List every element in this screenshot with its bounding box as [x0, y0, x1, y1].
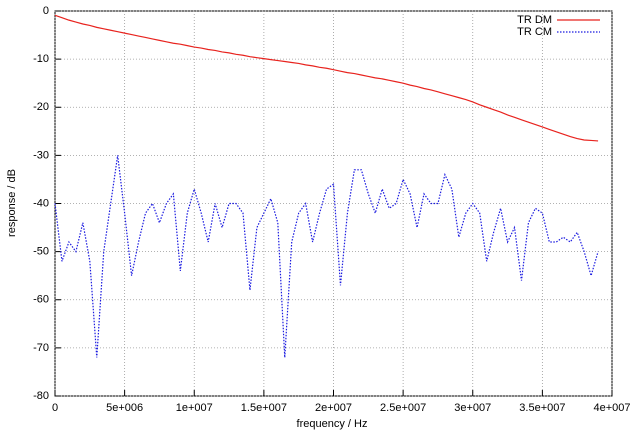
y-tick-label: -40 [33, 197, 49, 209]
x-tick-label: 5e+006 [106, 402, 143, 414]
series-line [54, 14, 599, 142]
x-tick-label: 1e+007 [176, 402, 213, 414]
x-tick-label: 2.5e+007 [380, 402, 426, 414]
y-tick-label: -80 [33, 390, 49, 402]
x-tick-label: 0 [52, 402, 58, 414]
x-axis-label: frequency / Hz [297, 418, 368, 430]
x-tick-label: 3e+007 [454, 402, 491, 414]
x-tick-label: 2e+007 [315, 402, 352, 414]
y-tick-label: -20 [33, 101, 49, 113]
y-tick-label: -60 [33, 294, 49, 306]
x-tick-label: 4e+007 [593, 402, 630, 414]
y-tick-label: -30 [33, 149, 49, 161]
series-line [54, 155, 599, 358]
y-tick-label: -70 [33, 342, 49, 354]
y-tick-label: -10 [33, 53, 49, 65]
y-tick-label: -50 [33, 246, 49, 258]
x-tick-label: 3.5e+007 [519, 402, 565, 414]
y-axis-label: response / dB [6, 169, 18, 237]
legend-label: TR DM [517, 14, 552, 26]
y-tick-label: 0 [43, 5, 49, 17]
legend-label: TR CM [517, 26, 552, 38]
x-tick-label: 1.5e+007 [241, 402, 287, 414]
